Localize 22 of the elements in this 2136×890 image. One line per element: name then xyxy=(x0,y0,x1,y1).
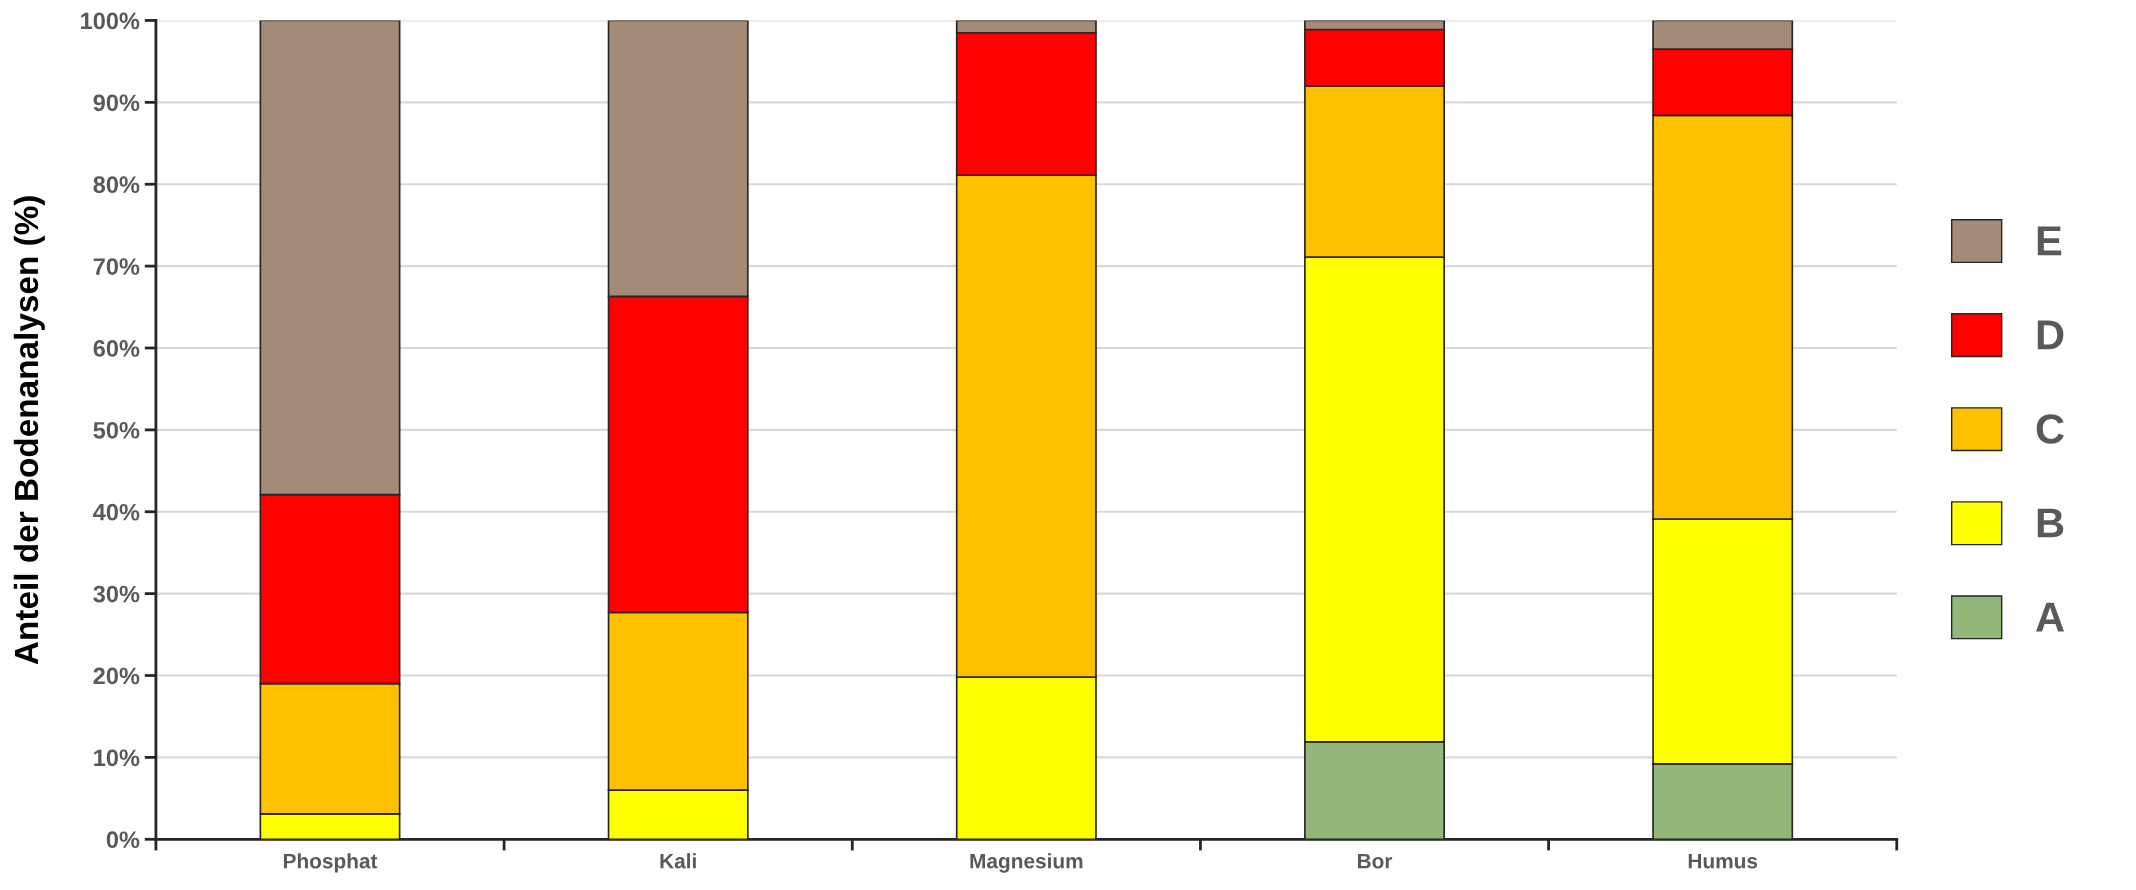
y-tick-label: 60% xyxy=(93,340,140,357)
y-tick-label: 0% xyxy=(106,831,140,849)
legend-label: A xyxy=(2036,602,2064,632)
y-tick-label: 20% xyxy=(93,667,140,685)
y-tick-label: 50% xyxy=(93,421,140,439)
y-axis-title: Anteil der Bodenanalysen (%) xyxy=(13,196,45,665)
y-tick-label: 10% xyxy=(94,749,140,767)
y-tick-label: 90% xyxy=(93,94,140,112)
x-tick-label: Bor xyxy=(1357,853,1393,869)
legend-label: C xyxy=(2036,414,2064,444)
y-tick-label: 100% xyxy=(81,12,140,30)
y-tick-label: 30% xyxy=(93,585,140,603)
y-tick-label: 40% xyxy=(93,503,140,521)
x-tick-label: Humus xyxy=(1688,853,1758,869)
legend-label: E xyxy=(2037,226,2062,256)
x-tick-label: Magnesium xyxy=(970,853,1083,873)
legend-label: B xyxy=(2037,508,2064,538)
x-tick-label: Kali xyxy=(660,853,696,869)
y-tick-label: 70% xyxy=(93,258,140,275)
legend-label: D xyxy=(2037,320,2064,350)
x-tick-label: Phosphat xyxy=(283,853,378,873)
y-tick-label: 80% xyxy=(93,176,140,194)
